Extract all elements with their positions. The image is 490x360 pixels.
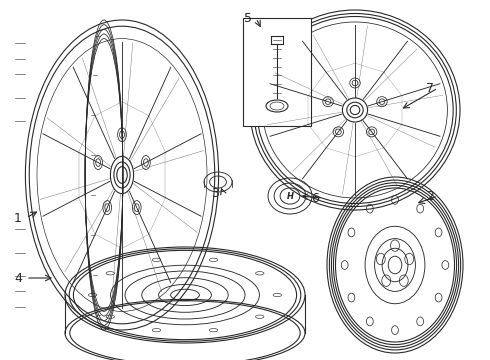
Bar	[244, 100, 254, 120]
Text: 3: 3	[211, 186, 219, 199]
Text: H: H	[287, 192, 294, 201]
Text: 1: 1	[14, 212, 22, 225]
Text: 4: 4	[14, 271, 22, 284]
Text: 5: 5	[244, 12, 252, 24]
Bar	[243, 18, 311, 126]
Text: 7: 7	[426, 81, 434, 95]
Text: 2: 2	[426, 189, 434, 202]
Text: 6: 6	[311, 192, 319, 204]
